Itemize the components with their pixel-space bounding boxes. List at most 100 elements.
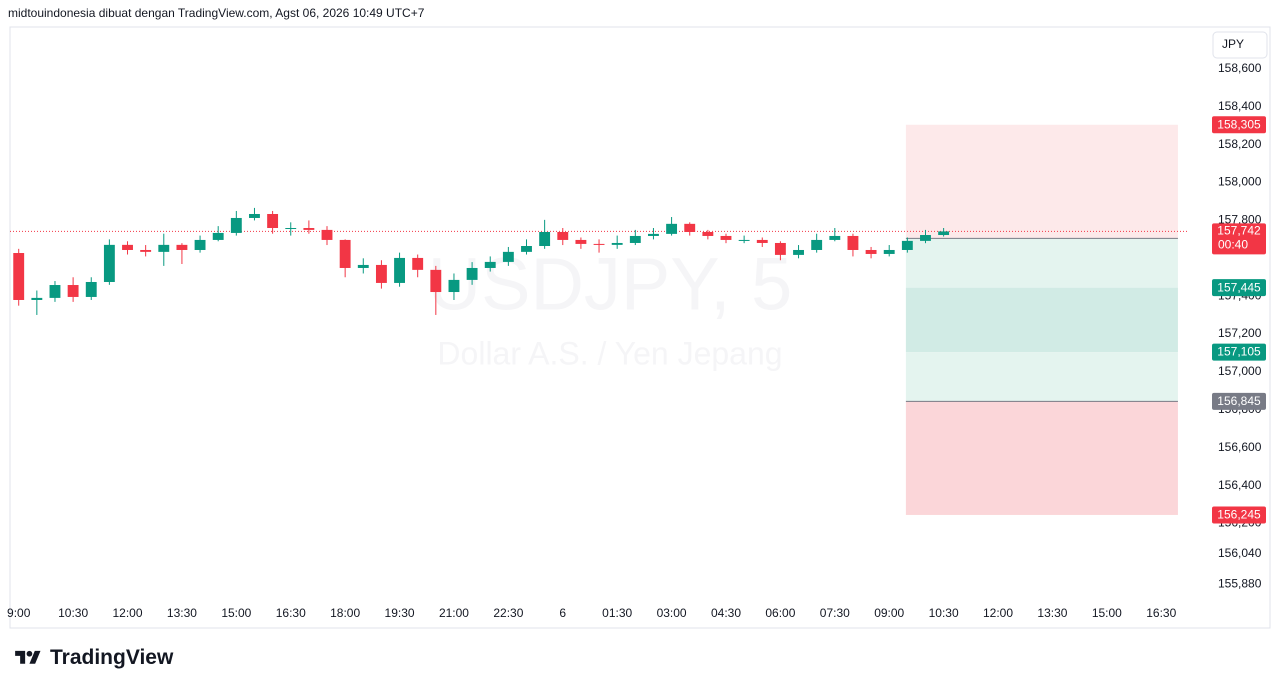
position-zone xyxy=(905,352,1178,402)
candle-body xyxy=(249,213,260,218)
x-tick-label: 07:30 xyxy=(820,606,850,620)
candle-body xyxy=(67,285,79,297)
candle-body xyxy=(176,244,188,250)
candle-body xyxy=(267,213,279,229)
price-badge-label: 156,845 xyxy=(1217,394,1261,408)
position-zone xyxy=(905,238,1178,288)
candle-body xyxy=(720,235,732,240)
position-zone xyxy=(905,401,1178,515)
candle-body xyxy=(829,235,841,240)
price-badge xyxy=(1212,279,1266,297)
x-tick-label: 16:30 xyxy=(1146,606,1176,620)
candle-body xyxy=(212,232,224,240)
candle-body xyxy=(756,239,768,243)
x-tick-label: 18:00 xyxy=(330,606,360,620)
candle-body xyxy=(466,267,478,280)
candle-body xyxy=(847,235,859,250)
candle-body xyxy=(85,281,97,297)
x-tick-label: 6 xyxy=(559,606,566,620)
x-tick-label: 12:00 xyxy=(983,606,1013,620)
candle-body xyxy=(883,249,895,254)
x-tick-label: 10:30 xyxy=(929,606,959,620)
x-tick-label: 22:30 xyxy=(493,606,523,620)
candle-body xyxy=(375,264,387,283)
candle-body xyxy=(575,239,587,244)
candle-body xyxy=(539,231,551,247)
watermark-title: USDJPY, 5 xyxy=(428,243,793,326)
x-tick-label: 13:30 xyxy=(1037,606,1067,620)
brand-name: TradingView xyxy=(50,646,174,669)
candle-body xyxy=(666,223,678,234)
candle-body xyxy=(629,235,641,243)
candle-body xyxy=(285,228,297,230)
candle-body xyxy=(793,249,804,255)
y-tick-label: 157,800 xyxy=(1218,213,1262,227)
candle-body xyxy=(339,239,351,268)
candle-body xyxy=(593,243,605,245)
candle-body xyxy=(357,264,369,268)
price-badge-label: 158,305 xyxy=(1217,117,1261,131)
candle-body xyxy=(484,261,496,268)
x-tick-label: 09:00 xyxy=(874,606,904,620)
candle-body xyxy=(430,269,442,293)
candle-body xyxy=(774,242,786,255)
y-tick-label: 158,600 xyxy=(1218,61,1262,75)
candle-body xyxy=(920,235,931,241)
candle-body xyxy=(140,249,152,252)
x-tick-label: 13:30 xyxy=(167,606,197,620)
price-badge xyxy=(1212,506,1266,524)
y-tick-label: 157,000 xyxy=(1218,364,1262,378)
x-tick-label: 06:00 xyxy=(765,606,795,620)
candle-body xyxy=(901,240,913,250)
position-zone xyxy=(905,287,1178,353)
price-badge xyxy=(1212,392,1266,410)
y-tick-label: 156,040 xyxy=(1218,546,1262,560)
currency-button[interactable] xyxy=(1212,31,1268,59)
last-price-label: 157,742 xyxy=(1217,224,1261,238)
y-tick-label: 158,400 xyxy=(1218,99,1262,113)
price-badge xyxy=(1212,116,1266,134)
chart: JPY USDJPY, 5 Dollar A.S. / Yen Jepang 9… xyxy=(7,26,1271,629)
brand: TradingView xyxy=(12,646,173,670)
x-tick-label: 16:30 xyxy=(276,606,306,620)
y-tick-label: 157,200 xyxy=(1218,326,1262,340)
y-tick-label: 155,880 xyxy=(1218,576,1262,590)
y-tick-label: 158,000 xyxy=(1218,175,1262,189)
candle-body xyxy=(811,239,823,250)
currency[interactable]: JPY xyxy=(1222,37,1244,51)
candle-body xyxy=(230,217,242,233)
y-tick-label: 158,200 xyxy=(1218,137,1262,151)
candle-body xyxy=(738,239,750,241)
candle-body xyxy=(521,246,532,252)
x-tick-label: 21:00 xyxy=(439,606,469,620)
candle-body xyxy=(13,253,25,300)
candle-body xyxy=(557,231,569,240)
x-tick-label: 12:00 xyxy=(113,606,143,620)
position-zone xyxy=(905,124,1178,239)
candle-body xyxy=(158,244,170,252)
candle-body xyxy=(702,231,714,236)
candle-body xyxy=(103,244,115,282)
candle-body xyxy=(938,231,950,236)
candle-body xyxy=(684,223,696,232)
candle-body xyxy=(448,279,460,293)
brand-logo xyxy=(15,650,41,664)
candle-body xyxy=(31,297,43,300)
candle-body xyxy=(49,285,61,298)
candle-body xyxy=(648,233,659,236)
candle-body xyxy=(303,228,315,230)
y-tick-label: 156,400 xyxy=(1218,478,1262,492)
candle-body xyxy=(611,242,623,245)
x-tick-label: 9:00 xyxy=(7,606,31,620)
last-price-badge xyxy=(1212,223,1266,255)
price-badge-label: 156,245 xyxy=(1217,508,1261,522)
price-badge-label: 157,105 xyxy=(1217,345,1261,359)
y-tick-label: 156,600 xyxy=(1218,440,1262,454)
candle-body xyxy=(122,244,133,250)
x-tick-label: 04:30 xyxy=(711,606,741,620)
candle-body xyxy=(865,249,877,254)
watermark-subtitle: Dollar A.S. / Yen Jepang xyxy=(437,335,782,371)
x-tick-label: 01:30 xyxy=(602,606,632,620)
header: midtouindonesia dibuat dengan TradingVie… xyxy=(8,6,425,20)
